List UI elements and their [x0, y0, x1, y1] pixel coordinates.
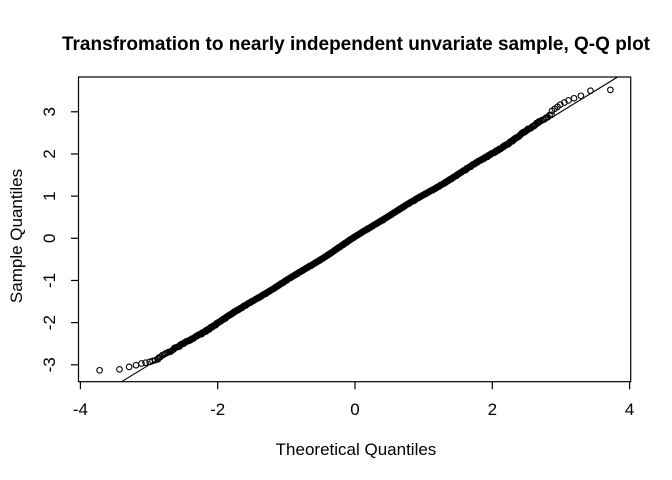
x-tick-label: -2 — [210, 400, 225, 419]
x-axis: -4 -2 0 2 4 — [73, 381, 634, 419]
x-tick-label: 4 — [625, 400, 634, 419]
y-axis: -3 -2 -1 0 1 2 3 — [40, 107, 79, 372]
y-axis-label: Sample Quantiles — [7, 169, 26, 303]
y-tick-label: 2 — [40, 149, 59, 158]
y-tick-label: 0 — [40, 234, 59, 243]
y-tick-label: 3 — [40, 107, 59, 116]
x-axis-label: Theoretical Quantiles — [276, 440, 437, 459]
x-tick-label: 2 — [488, 400, 497, 419]
y-tick-label: -1 — [40, 273, 59, 288]
qq-reference-line — [121, 76, 618, 383]
y-tick-label: 1 — [40, 191, 59, 200]
x-tick-label: -4 — [73, 400, 88, 419]
x-tick-label: 0 — [350, 400, 359, 419]
y-tick-label: -2 — [40, 315, 59, 330]
y-tick-label: -3 — [40, 357, 59, 372]
chart-title: Transfromation to nearly independent unv… — [62, 34, 651, 55]
